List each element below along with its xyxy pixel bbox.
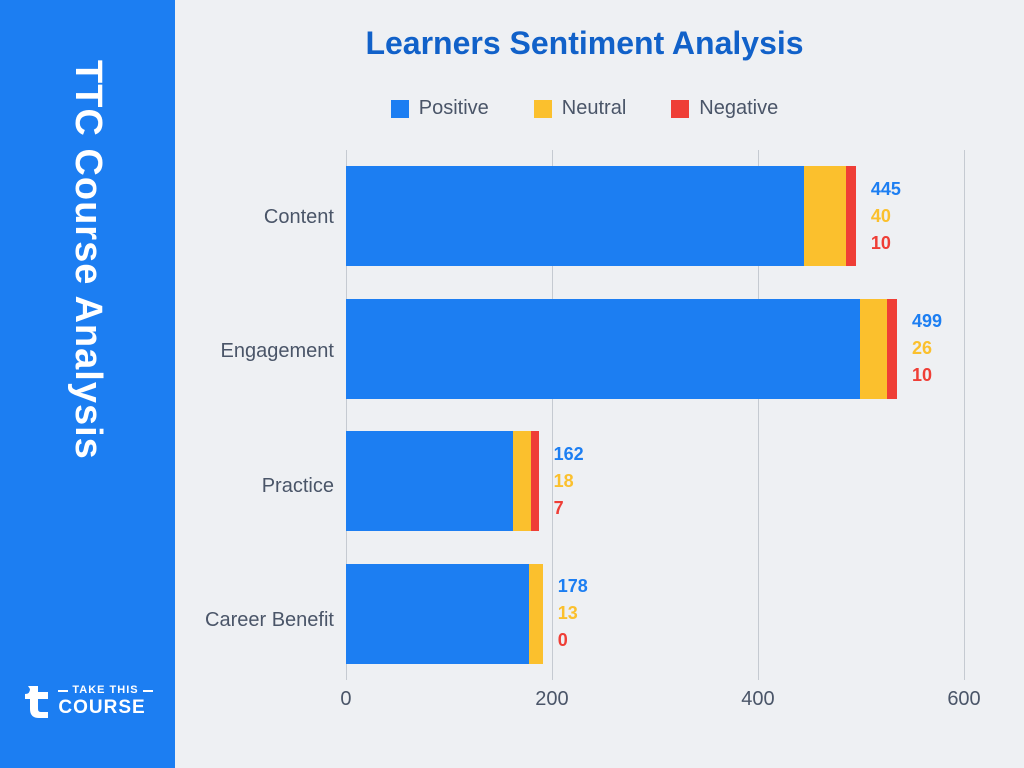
value-label: 162 <box>554 444 584 465</box>
chart-area: ContentEngagementPracticeCareer Benefit … <box>205 150 964 728</box>
y-axis-labels: Content Engagement Practice Career Benefit <box>205 150 346 728</box>
chart-plot: 44540104992610162187178130 0200400600 <box>346 150 964 728</box>
x-axis: 0200400600 <box>346 688 964 728</box>
gridline <box>964 150 965 680</box>
bar-segment <box>804 166 845 266</box>
value-label-group: 162 18 7 <box>539 444 584 519</box>
legend-swatch-icon <box>534 100 552 118</box>
legend-swatch-icon <box>391 100 409 118</box>
value-label: 13 <box>558 603 588 624</box>
legend-label: Neutral <box>562 97 626 120</box>
logo-mark-icon <box>22 684 50 718</box>
value-label: 26 <box>912 338 942 359</box>
x-axis-tick: 600 <box>947 688 980 711</box>
bar-stack <box>346 431 539 531</box>
value-label: 178 <box>558 576 588 597</box>
value-label-group: 445 40 10 <box>856 179 901 254</box>
bar-stack <box>346 299 897 399</box>
logo-text-bottom: COURSE <box>58 698 152 717</box>
main-panel: Learners Sentiment Analysis Positive Neu… <box>175 0 1024 768</box>
bar-stack <box>346 564 543 664</box>
value-label: 18 <box>554 471 584 492</box>
bar-segment <box>346 166 804 266</box>
chart-title: Learners Sentiment Analysis <box>205 25 964 62</box>
sidebar-title: TTC Course Analysis <box>66 60 109 460</box>
legend-item: Negative <box>671 97 778 120</box>
legend-item: Neutral <box>534 97 626 120</box>
x-axis-tick: 0 <box>340 688 351 711</box>
value-label: 499 <box>912 311 942 332</box>
bar-segment <box>346 431 513 531</box>
value-label-group: 499 26 10 <box>897 311 942 386</box>
legend-label: Positive <box>419 97 489 120</box>
bar-segment <box>860 299 887 399</box>
logo-text-top: TAKE THIS <box>58 685 152 696</box>
bar-row: 445 40 10 <box>346 166 964 266</box>
value-label-group: 178 13 0 <box>543 576 588 651</box>
value-label: 10 <box>912 365 942 386</box>
legend-label: Negative <box>699 97 778 120</box>
bar-row: 162 18 7 <box>346 431 964 531</box>
bar-segment <box>529 564 542 664</box>
brand-logo: TAKE THIS COURSE <box>22 684 152 718</box>
bar-stack <box>346 166 856 266</box>
y-axis-label: Practice <box>205 475 334 498</box>
value-label: 7 <box>554 498 584 519</box>
value-label: 0 <box>558 630 588 651</box>
y-axis-label: Engagement <box>205 340 334 363</box>
chart-grid: 445 40 10 499 26 10 162 18 7 178 13 0 <box>346 150 964 680</box>
sidebar: TTC Course Analysis TAKE THIS COURSE <box>0 0 175 768</box>
bar-segment <box>513 431 532 531</box>
legend-swatch-icon <box>671 100 689 118</box>
legend-item: Positive <box>391 97 489 120</box>
bar-segment <box>531 431 538 531</box>
x-axis-tick: 400 <box>741 688 774 711</box>
value-label: 10 <box>871 233 901 254</box>
value-label: 445 <box>871 179 901 200</box>
bar-row: 178 13 0 <box>346 564 964 664</box>
logo-text: TAKE THIS COURSE <box>58 685 152 717</box>
bar-segment <box>846 166 856 266</box>
bar-segment <box>887 299 897 399</box>
x-axis-tick: 200 <box>535 688 568 711</box>
chart-legend: Positive Neutral Negative <box>205 97 964 120</box>
y-axis-label: Content <box>205 206 334 229</box>
value-label: 40 <box>871 206 901 227</box>
bar-row: 499 26 10 <box>346 299 964 399</box>
bar-segment <box>346 299 860 399</box>
bar-segment <box>346 564 529 664</box>
y-axis-label: Career Benefit <box>205 609 334 632</box>
